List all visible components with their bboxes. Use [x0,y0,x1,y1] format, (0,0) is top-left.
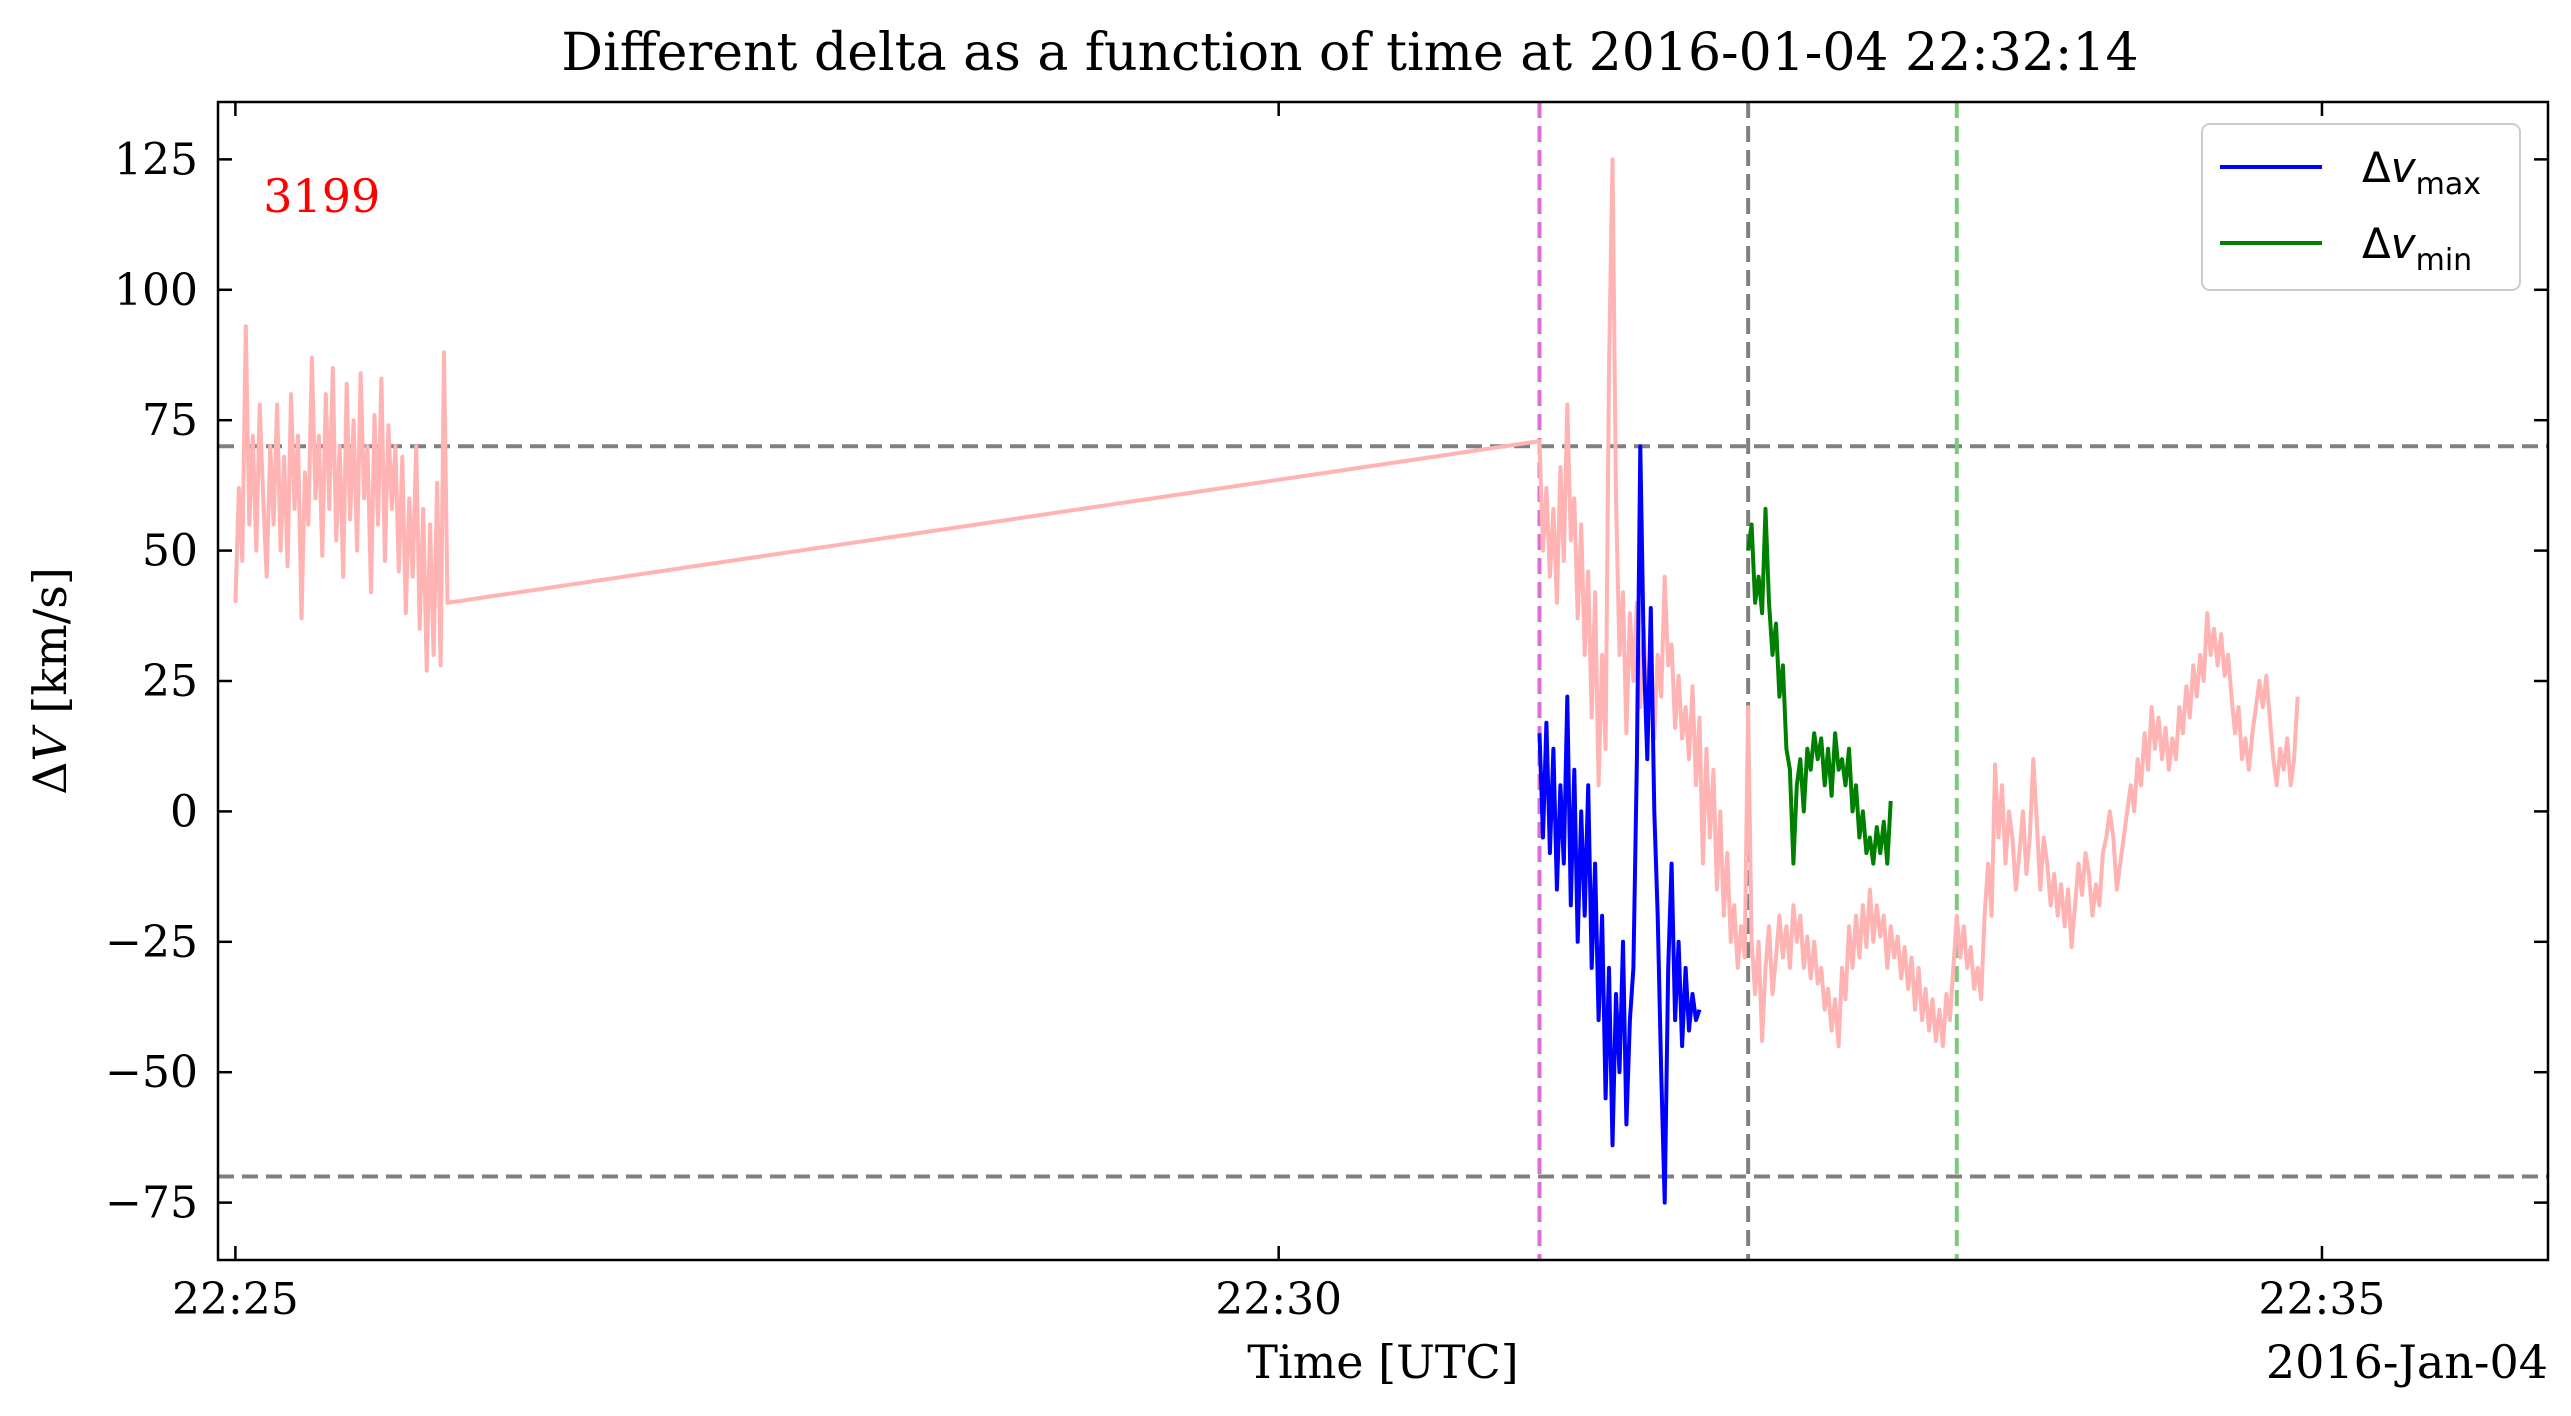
x-tick-label: 22:30 [1215,1274,1342,1325]
series-line--v-max [1537,444,1702,1205]
y-tick-label: −75 [105,1178,198,1229]
y-tick-label: 125 [114,134,198,185]
legend: Δvmax Δvmin [2201,123,2521,291]
y-tick-label: −50 [105,1047,198,1098]
y-axis-label-symbol: V [23,724,77,762]
y-tick-label: 100 [114,265,198,316]
reference-lines [218,102,2548,1260]
y-tick-label: 25 [142,656,198,707]
y-axis-label: ΔV [km/s] [23,567,77,795]
y-tick-label: −25 [105,917,198,968]
x-tick-label: 22:35 [2259,1274,2386,1325]
x-axis-offset-label: 2016-Jan-04 [2266,1335,2548,1389]
legend-box [2201,123,2521,291]
x-axis-label: Time [UTC] [1247,1335,1518,1389]
series-layer [233,157,2300,1205]
series-line--v-min [1746,506,1893,866]
x-axis-ticks: 22:25 22:30 22:35 [172,102,2385,1325]
chart-title: Different delta as a function of time at… [561,23,2138,83]
annotation-label: 3199 [263,169,380,223]
y-axis-label-prefix: Δ [23,762,77,795]
x-tick-label: 22:25 [172,1274,299,1325]
y-tick-label: 75 [142,395,198,446]
series-line-background-0 [233,157,2300,1049]
y-tick-label: 0 [170,786,198,837]
y-tick-label: 50 [142,526,198,577]
y-axis-label-unit: [km/s] [23,567,77,728]
y-axis-ticks: 125 100 75 50 25 0 −25 −50 −75 [105,134,2548,1229]
